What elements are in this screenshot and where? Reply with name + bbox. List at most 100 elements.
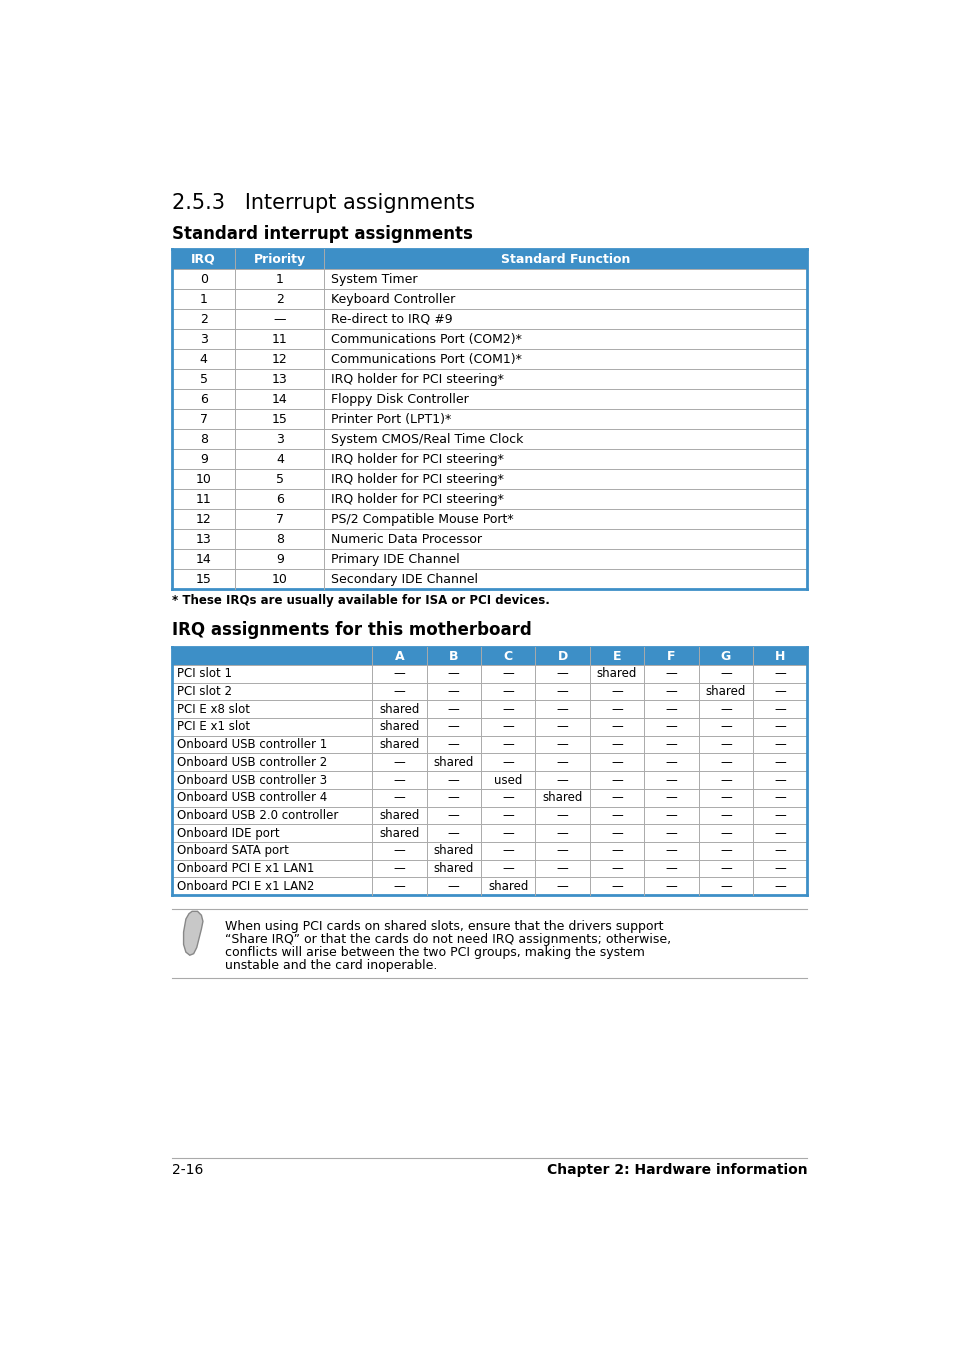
Text: 0: 0 (199, 273, 208, 285)
Text: shared: shared (378, 809, 419, 821)
Text: —: — (720, 880, 731, 893)
Text: used: used (494, 774, 522, 786)
Text: 7: 7 (199, 413, 208, 426)
Text: —: — (611, 685, 622, 698)
Text: —: — (665, 703, 677, 716)
Text: —: — (665, 792, 677, 804)
Text: —: — (720, 667, 731, 681)
Bar (172, 330, 806, 349)
Text: —: — (774, 862, 785, 875)
Bar (172, 289, 806, 309)
Text: —: — (502, 862, 514, 875)
Text: * These IRQs are usually available for ISA or PCI devices.: * These IRQs are usually available for I… (172, 593, 549, 607)
Text: 1: 1 (275, 273, 284, 285)
Text: PS/2 Compatible Mouse Port*: PS/2 Compatible Mouse Port* (331, 513, 513, 526)
Text: System Timer: System Timer (331, 273, 416, 285)
Text: shared: shared (488, 880, 528, 893)
Text: When using PCI cards on shared slots, ensure that the drivers support: When using PCI cards on shared slots, en… (224, 920, 662, 932)
Text: —: — (665, 685, 677, 698)
Text: Chapter 2: Hardware information: Chapter 2: Hardware information (546, 1163, 806, 1177)
Text: Onboard SATA port: Onboard SATA port (176, 844, 288, 858)
Text: —: — (611, 720, 622, 734)
Text: —: — (393, 880, 405, 893)
Bar (172, 807, 806, 824)
Text: Communications Port (COM2)*: Communications Port (COM2)* (331, 332, 521, 346)
Text: —: — (665, 809, 677, 821)
Text: —: — (557, 755, 568, 769)
Bar (172, 389, 806, 409)
Bar (172, 450, 806, 469)
Text: —: — (611, 738, 622, 751)
Text: Standard Function: Standard Function (500, 253, 630, 266)
Text: B: B (449, 650, 458, 662)
Text: 6: 6 (275, 493, 284, 505)
Text: —: — (774, 685, 785, 698)
Text: —: — (611, 862, 622, 875)
Text: 3: 3 (199, 332, 208, 346)
Text: —: — (611, 880, 622, 893)
Text: 9: 9 (199, 453, 208, 466)
Text: —: — (774, 703, 785, 716)
Text: —: — (720, 755, 731, 769)
Text: IRQ: IRQ (192, 253, 216, 266)
Text: conflicts will arise between the two PCI groups, making the system: conflicts will arise between the two PCI… (224, 946, 644, 959)
Text: 1: 1 (199, 293, 208, 305)
Text: —: — (557, 685, 568, 698)
Text: shared: shared (433, 755, 474, 769)
Text: IRQ holder for PCI steering*: IRQ holder for PCI steering* (331, 493, 503, 505)
Text: 6: 6 (199, 393, 208, 405)
Text: shared: shared (433, 862, 474, 875)
Text: —: — (774, 755, 785, 769)
Bar (172, 789, 806, 807)
Bar (172, 369, 806, 389)
Text: Secondary IDE Channel: Secondary IDE Channel (331, 573, 477, 586)
Text: —: — (502, 720, 514, 734)
Text: shared: shared (378, 720, 419, 734)
Text: —: — (502, 685, 514, 698)
Text: —: — (557, 720, 568, 734)
Bar (172, 430, 806, 450)
Bar (172, 665, 806, 682)
Text: —: — (720, 738, 731, 751)
Text: —: — (447, 827, 459, 840)
Text: —: — (393, 774, 405, 786)
Text: —: — (447, 703, 459, 716)
Text: 15: 15 (272, 413, 288, 426)
Text: —: — (774, 792, 785, 804)
Text: PCI E x1 slot: PCI E x1 slot (176, 720, 250, 734)
Text: —: — (665, 844, 677, 858)
Text: 13: 13 (272, 373, 288, 386)
Bar (172, 269, 806, 289)
Text: 8: 8 (275, 532, 284, 546)
Text: Onboard PCI E x1 LAN2: Onboard PCI E x1 LAN2 (176, 880, 314, 893)
Text: shared: shared (378, 738, 419, 751)
Text: —: — (665, 827, 677, 840)
Text: —: — (665, 774, 677, 786)
Text: —: — (393, 667, 405, 681)
Text: PCI slot 2: PCI slot 2 (176, 685, 232, 698)
Text: Onboard IDE port: Onboard IDE port (176, 827, 279, 840)
Text: —: — (774, 880, 785, 893)
Text: —: — (274, 312, 286, 326)
Text: 9: 9 (275, 553, 284, 566)
Text: —: — (720, 774, 731, 786)
Text: G: G (720, 650, 730, 662)
Text: —: — (774, 720, 785, 734)
Text: —: — (557, 774, 568, 786)
Text: —: — (611, 792, 622, 804)
Text: —: — (502, 703, 514, 716)
Text: C: C (503, 650, 512, 662)
Text: —: — (447, 667, 459, 681)
Text: —: — (502, 667, 514, 681)
Text: Standard interrupt assignments: Standard interrupt assignments (172, 224, 473, 243)
Text: IRQ assignments for this motherboard: IRQ assignments for this motherboard (172, 620, 531, 639)
Text: —: — (720, 792, 731, 804)
Text: 11: 11 (195, 493, 212, 505)
Text: 2: 2 (199, 312, 208, 326)
Text: —: — (557, 862, 568, 875)
Bar (172, 736, 806, 754)
Text: —: — (447, 774, 459, 786)
Text: —: — (720, 703, 731, 716)
Text: —: — (774, 844, 785, 858)
Text: Onboard USB controller 4: Onboard USB controller 4 (176, 792, 327, 804)
